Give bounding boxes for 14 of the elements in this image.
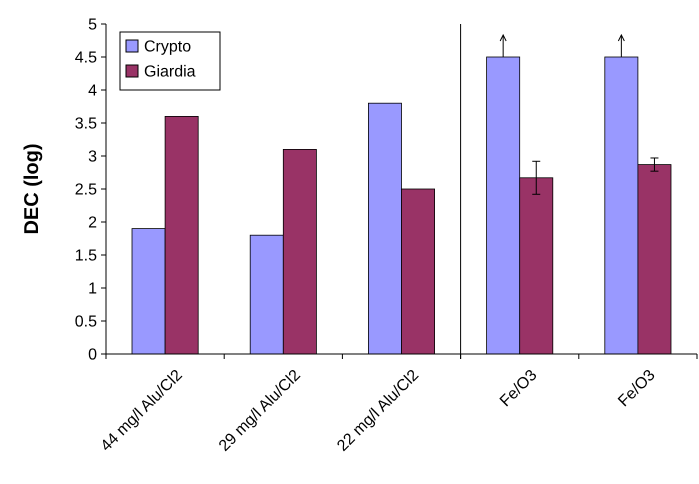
y-tick-label: 0.5 xyxy=(74,314,98,331)
y-axis-title: DEC (log) xyxy=(21,143,43,235)
y-tick-label: 0 xyxy=(88,346,98,364)
y-tick-label: 4 xyxy=(88,82,98,100)
y-tick-label: 1.5 xyxy=(74,248,98,265)
legend-label: Crypto xyxy=(144,38,192,56)
y-tick-label: 1 xyxy=(88,280,98,298)
y-tick-label: 2 xyxy=(88,214,98,232)
y-tick-label: 2.5 xyxy=(74,182,98,199)
y-tick-label: 4.5 xyxy=(74,50,98,67)
legend-label: Giardia xyxy=(144,64,196,81)
y-tick-label: 3.5 xyxy=(74,116,98,133)
y-tick-label: 3 xyxy=(88,148,98,166)
y-tick-label: 5 xyxy=(88,16,98,34)
